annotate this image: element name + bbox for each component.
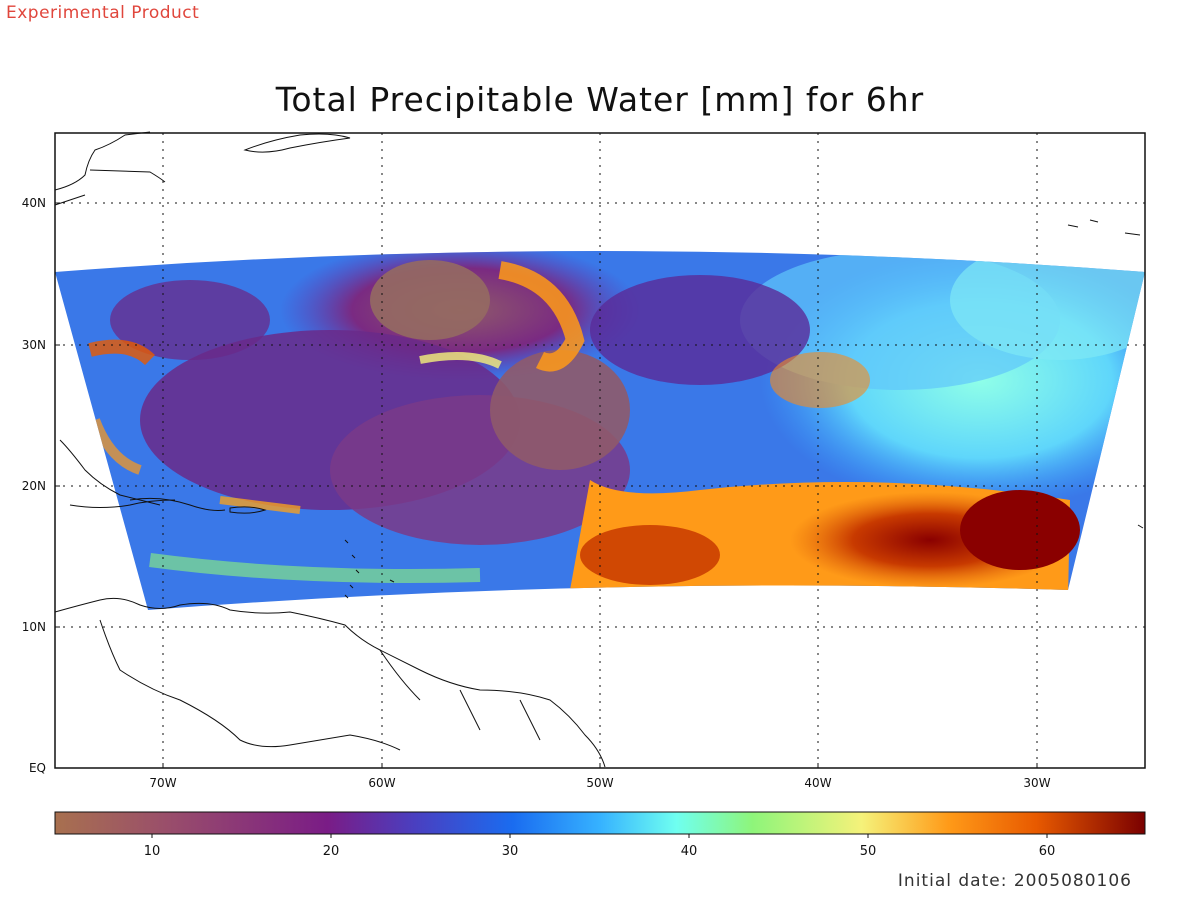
precipitable-water-field xyxy=(55,251,1145,610)
venezuela-interior xyxy=(99,619,401,751)
lat-label-40n: 40N xyxy=(21,196,46,210)
colorbar xyxy=(54,811,1146,835)
coastline-layer xyxy=(54,131,1144,768)
lat-label-30n: 30N xyxy=(21,338,46,352)
colorbar-label-50: 50 xyxy=(859,844,877,859)
map-title: Total Precipitable Water [mm] for 6hr xyxy=(275,80,925,119)
lon-label-50w: 50W xyxy=(586,776,614,790)
lat-label-20n: 20N xyxy=(21,479,46,493)
initial-date: Initial date: 2005080106 xyxy=(897,871,1132,891)
nova-scotia-coast xyxy=(243,133,351,153)
south-america-coast xyxy=(54,597,606,768)
lon-label-40w: 40W xyxy=(804,776,832,790)
lat-label-eq: EQ xyxy=(28,761,46,775)
colorbar-label-40: 40 xyxy=(680,844,698,859)
puerto-rico-coast xyxy=(229,506,267,514)
colorbar-label-10: 10 xyxy=(143,844,161,859)
antilles-islands xyxy=(344,539,395,599)
graticule xyxy=(55,133,1145,768)
colorbar-label-60: 60 xyxy=(1038,844,1056,859)
lat-label-10n: 10N xyxy=(21,620,46,634)
cuba-coast xyxy=(59,439,176,508)
colorbar-label-30: 30 xyxy=(501,844,519,859)
north-america-coast xyxy=(54,131,166,206)
lon-label-70w: 70W xyxy=(149,776,177,790)
hispaniola-coast xyxy=(129,497,226,511)
colorbar-label-20: 20 xyxy=(322,844,340,859)
lon-label-30w: 30W xyxy=(1023,776,1051,790)
cape-verde-islands xyxy=(1067,219,1144,529)
frame-ticks xyxy=(55,202,1038,768)
guyana-border xyxy=(379,649,541,741)
lon-label-60w: 60W xyxy=(368,776,396,790)
colorbar-ticks xyxy=(151,834,1048,838)
experimental-product-watermark: Experimental Product xyxy=(6,3,200,23)
